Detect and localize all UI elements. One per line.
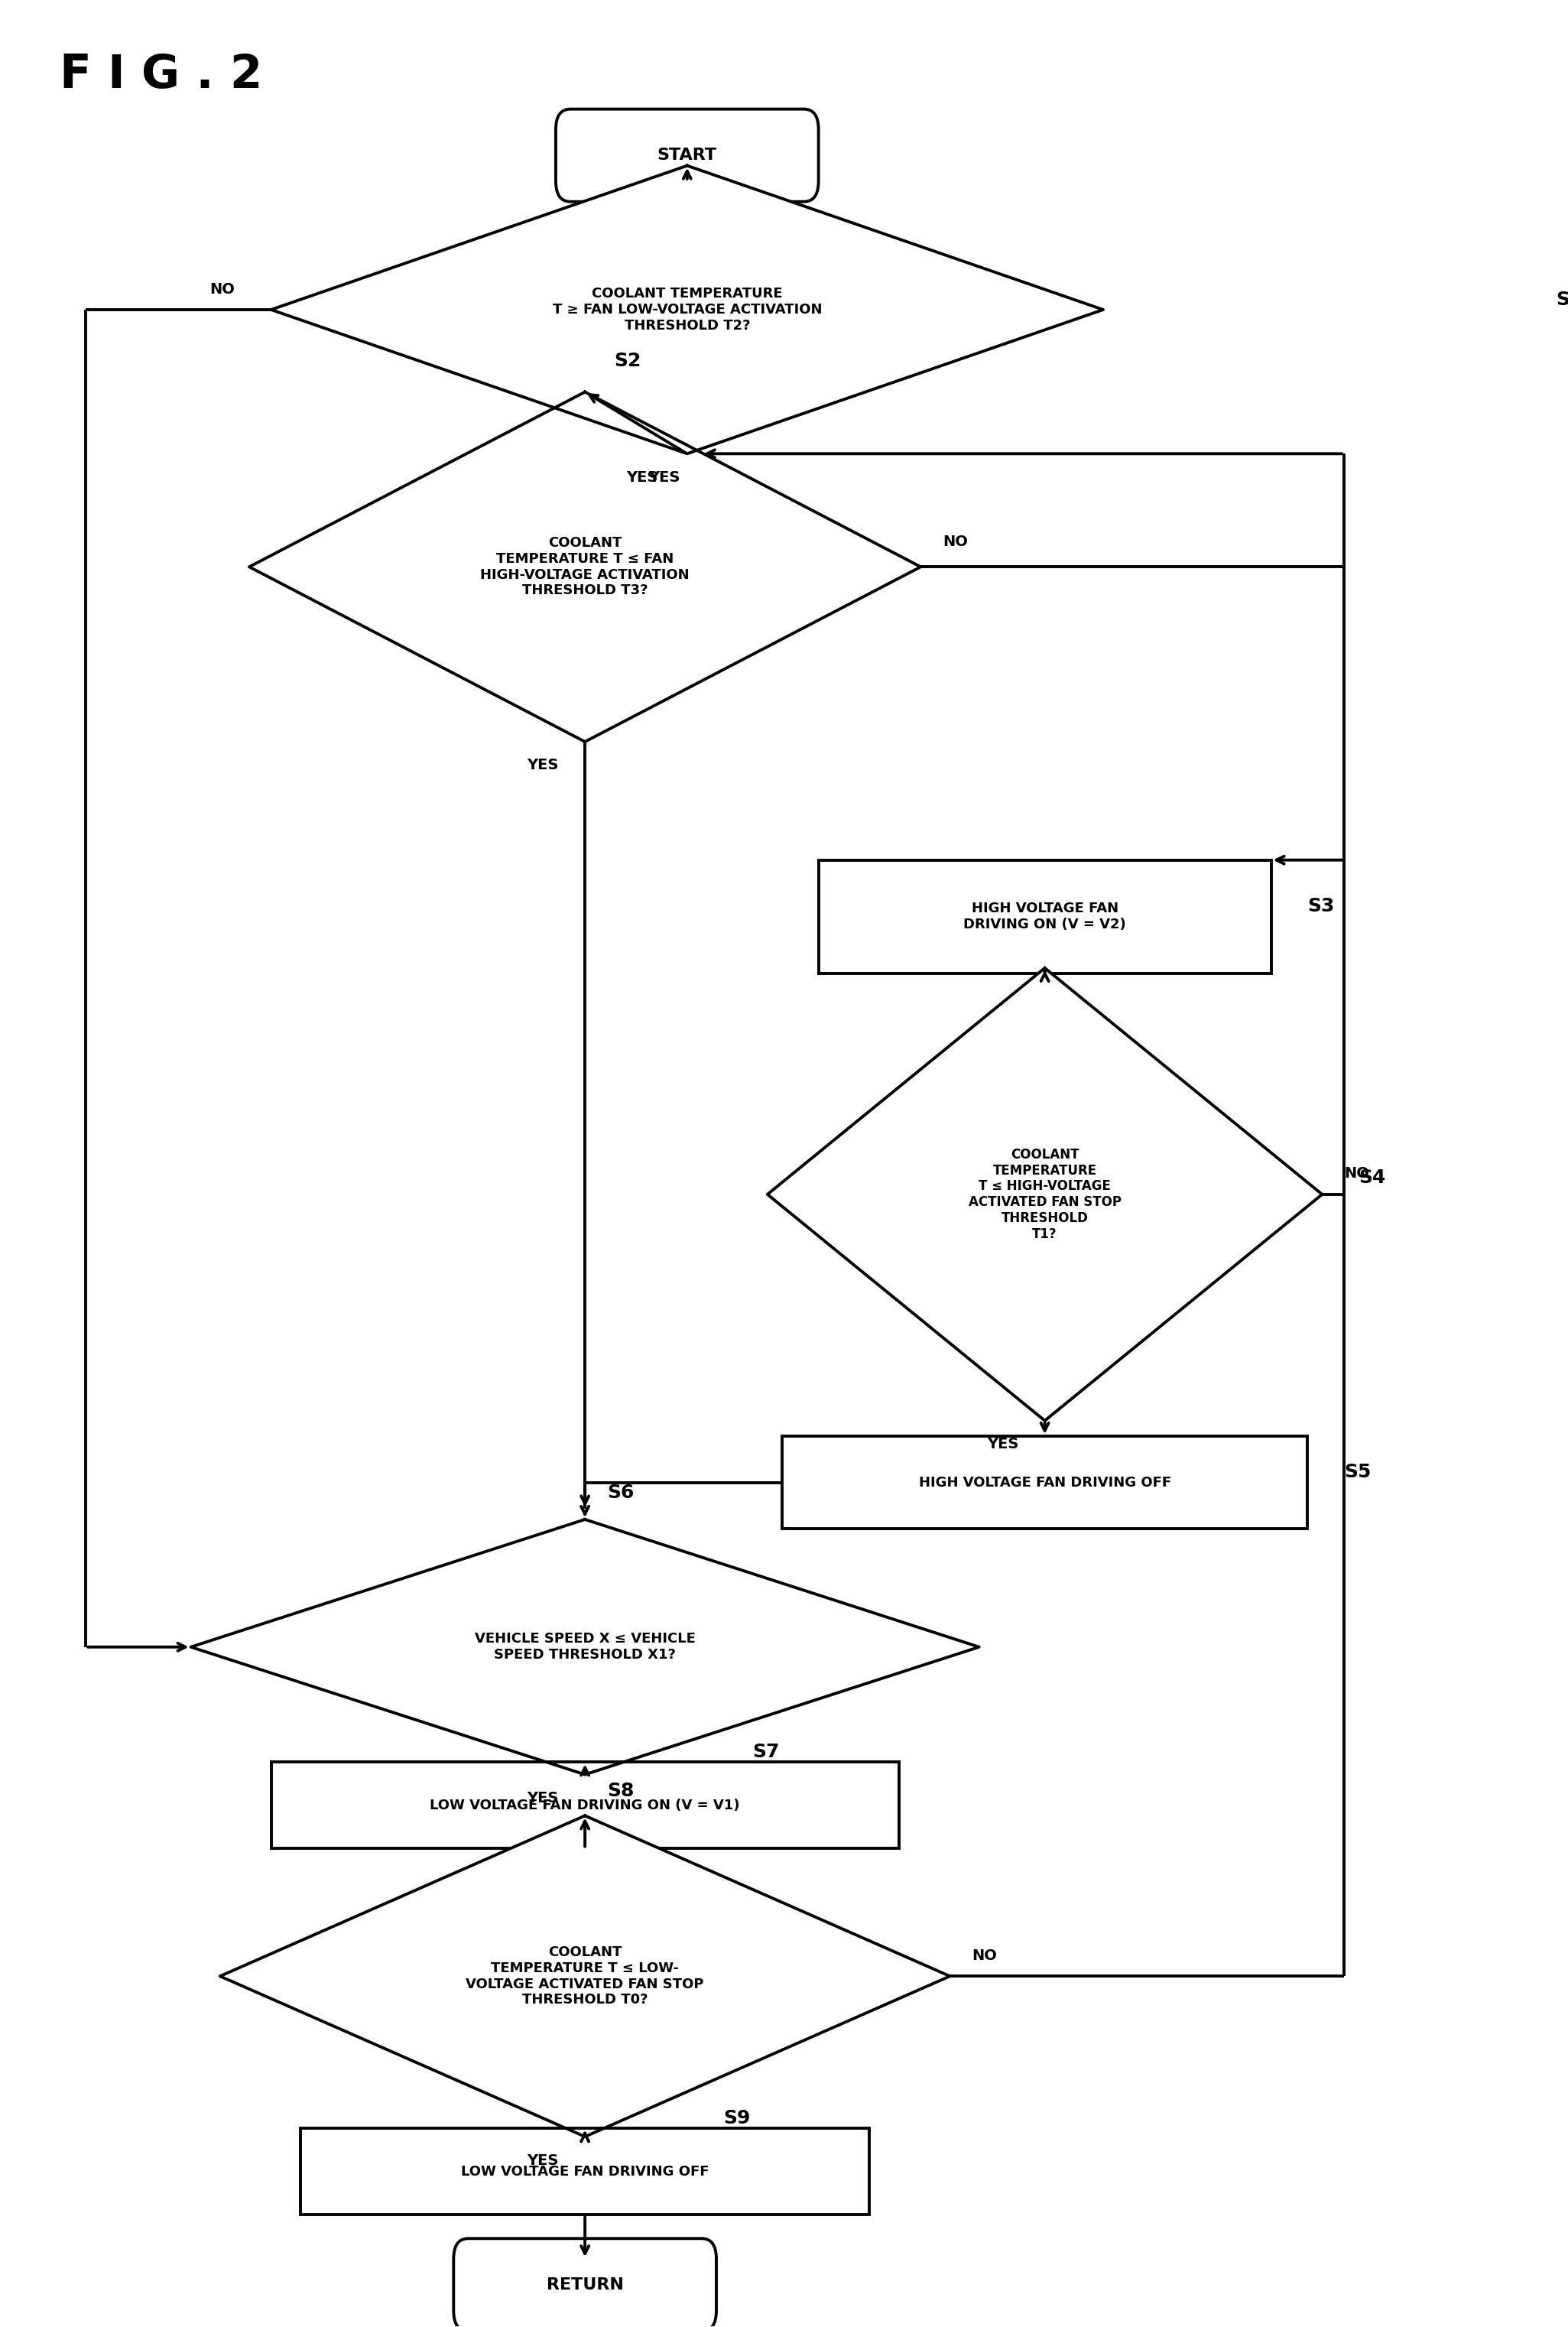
Text: YES: YES bbox=[527, 2152, 558, 2169]
Text: COOLANT TEMPERATURE
T ≥ FAN LOW-VOLTAGE ACTIVATION
THRESHOLD T2?: COOLANT TEMPERATURE T ≥ FAN LOW-VOLTAGE … bbox=[552, 286, 822, 333]
Text: YES: YES bbox=[626, 470, 659, 484]
Text: S8: S8 bbox=[607, 1782, 633, 1801]
Text: YES: YES bbox=[527, 759, 558, 773]
Text: HIGH VOLTAGE FAN
DRIVING ON (V = V2): HIGH VOLTAGE FAN DRIVING ON (V = V2) bbox=[963, 903, 1126, 931]
Text: COOLANT
TEMPERATURE T ≤ LOW-
VOLTAGE ACTIVATED FAN STOP
THRESHOLD T0?: COOLANT TEMPERATURE T ≤ LOW- VOLTAGE ACT… bbox=[466, 1945, 704, 2006]
Text: COOLANT
TEMPERATURE T ≤ FAN
HIGH-VOLTAGE ACTIVATION
THRESHOLD T3?: COOLANT TEMPERATURE T ≤ FAN HIGH-VOLTAGE… bbox=[480, 535, 690, 598]
Text: YES: YES bbox=[527, 1792, 558, 1806]
Text: S1: S1 bbox=[1555, 291, 1568, 309]
Polygon shape bbox=[271, 165, 1104, 454]
Polygon shape bbox=[767, 968, 1322, 1422]
Bar bbox=[818, 861, 1272, 973]
Text: RETURN: RETURN bbox=[546, 2278, 624, 2292]
Text: S3: S3 bbox=[1308, 898, 1334, 915]
Text: F I G . 2: F I G . 2 bbox=[60, 54, 262, 98]
Text: S9: S9 bbox=[724, 2108, 751, 2127]
Text: LOW VOLTAGE FAN DRIVING OFF: LOW VOLTAGE FAN DRIVING OFF bbox=[461, 2164, 709, 2178]
Text: S6: S6 bbox=[607, 1485, 633, 1501]
Text: YES: YES bbox=[648, 470, 681, 484]
Text: HIGH VOLTAGE FAN DRIVING OFF: HIGH VOLTAGE FAN DRIVING OFF bbox=[919, 1475, 1171, 1489]
Text: NO: NO bbox=[210, 282, 235, 296]
Polygon shape bbox=[191, 1520, 978, 1776]
Bar bbox=[271, 1762, 898, 1848]
Text: COOLANT
TEMPERATURE
T ≤ HIGH-VOLTAGE
ACTIVATED FAN STOP
THRESHOLD
T1?: COOLANT TEMPERATURE T ≤ HIGH-VOLTAGE ACT… bbox=[969, 1147, 1121, 1240]
Text: S4: S4 bbox=[1358, 1168, 1386, 1187]
Text: S5: S5 bbox=[1344, 1464, 1370, 1482]
Text: VEHICLE SPEED X ≤ VEHICLE
SPEED THRESHOLD X1?: VEHICLE SPEED X ≤ VEHICLE SPEED THRESHOL… bbox=[475, 1631, 695, 1661]
Text: START: START bbox=[657, 147, 717, 163]
Text: LOW VOLTAGE FAN DRIVING ON (V = V1): LOW VOLTAGE FAN DRIVING ON (V = V1) bbox=[430, 1799, 740, 1813]
Text: S7: S7 bbox=[753, 1743, 779, 1762]
Text: NO: NO bbox=[972, 1948, 997, 1964]
Text: S2: S2 bbox=[615, 351, 641, 370]
Bar bbox=[301, 2129, 870, 2215]
Text: NO: NO bbox=[942, 535, 967, 549]
FancyBboxPatch shape bbox=[453, 2239, 717, 2327]
Bar bbox=[782, 1436, 1308, 1529]
Text: YES: YES bbox=[986, 1438, 1019, 1452]
Text: NO: NO bbox=[1344, 1166, 1369, 1182]
Polygon shape bbox=[249, 391, 920, 742]
Polygon shape bbox=[220, 1815, 950, 2136]
FancyBboxPatch shape bbox=[555, 109, 818, 202]
